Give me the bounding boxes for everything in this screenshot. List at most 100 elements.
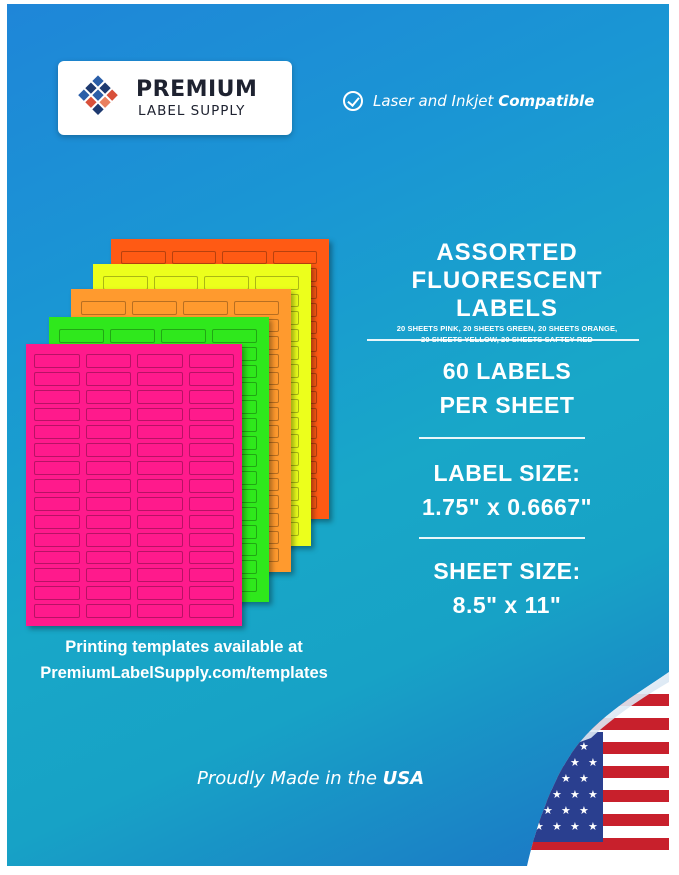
label-cell [234,301,279,315]
label-cell [188,389,234,404]
templates-link: PremiumLabelSupply.com/templates [40,664,328,682]
compatibility-text: Laser and Inkjet [373,92,494,110]
product-headline: ASSORTED FLUORESCENT LABELS 20 SHEETS PI… [362,239,652,345]
brand-name: PREMIUM [136,77,258,102]
label-cell [85,443,131,458]
label-cell [85,550,131,565]
svg-text:★: ★ [570,788,580,801]
sheet-size-heading: SHEET SIZE: [433,558,581,584]
label-cell [188,425,234,440]
made-in-usa: Proudly Made in the USA [197,768,424,789]
made-country: USA [382,768,425,789]
label-cell [85,514,131,529]
label-cell [137,514,183,529]
label-cell [85,461,131,476]
labels-per-sheet: 60 LABELS PER SHEET [362,354,652,422]
made-text: Proudly Made in the [197,768,377,789]
templates-note: Printing templates available at PremiumL… [7,634,361,686]
label-sheet-pink [26,344,242,626]
label-cell [34,389,80,404]
labels-line-2: PER SHEET [439,392,575,418]
svg-text:★: ★ [588,756,598,769]
label-cell [34,407,80,422]
label-cell [103,276,148,290]
svg-text:★: ★ [543,772,553,785]
label-cell [188,496,234,511]
svg-text:★: ★ [561,740,571,753]
label-cell [34,550,80,565]
divider-2 [419,437,585,439]
label-cell [161,329,206,343]
label-cell [188,443,234,458]
label-cell [222,251,267,265]
divider-1 [367,339,639,341]
label-cell [188,371,234,386]
label-cell [85,407,131,422]
label-cell [137,354,183,368]
svg-text:★: ★ [579,740,589,753]
label-cell [59,329,104,343]
label-cell [85,354,131,368]
label-cell [34,443,80,458]
label-cell [137,425,183,440]
label-cell [34,371,80,386]
compatibility-bold: Compatible [498,92,595,110]
label-cell [85,389,131,404]
label-cell [204,276,249,290]
label-size-value: 1.75" x 0.6667" [422,494,592,520]
svg-text:★: ★ [588,820,598,833]
svg-text:★: ★ [552,756,562,769]
label-cell [188,479,234,493]
label-cell [272,251,317,265]
svg-text:★: ★ [561,804,571,817]
label-cell [137,371,183,386]
label-cell [171,251,216,265]
label-cell [137,604,183,618]
svg-text:★: ★ [588,788,598,801]
label-cell [34,354,80,368]
label-cell [34,514,80,529]
label-cell [34,604,80,618]
label-cell [188,550,234,565]
svg-text:★: ★ [543,804,553,817]
label-cell [34,461,80,476]
label-cell [85,479,131,493]
label-cell [137,443,183,458]
svg-text:★: ★ [570,820,580,833]
label-cell [137,461,183,476]
label-cell [212,329,257,343]
label-cell [85,568,131,583]
svg-text:★: ★ [579,804,589,817]
label-cell [34,496,80,511]
templates-line-1: Printing templates available at [65,638,303,656]
label-cell [188,586,234,601]
label-cell [137,568,183,583]
logo-mark-icon [78,75,118,115]
title-line-1: ASSORTED [436,239,578,266]
label-cell [34,532,80,547]
label-cell [34,568,80,583]
label-cell [121,251,166,265]
label-cell [137,407,183,422]
label-cell [188,514,234,529]
label-cell [137,550,183,565]
contents-line-1: 20 SHEETS PINK, 20 SHEETS GREEN, 20 SHEE… [396,324,618,333]
svg-text:★: ★ [534,820,544,833]
svg-text:★: ★ [561,772,571,785]
label-cell [137,389,183,404]
label-cell [188,532,234,547]
label-cell [34,425,80,440]
label-cell [183,301,228,315]
label-cell [34,479,80,493]
label-cell [85,586,131,601]
label-cell [132,301,177,315]
svg-text:★: ★ [552,820,562,833]
divider-3 [419,537,585,539]
brand-subtitle: LABEL SUPPLY [138,103,246,119]
label-cell [188,461,234,476]
check-circle-icon [343,91,363,111]
label-cell [85,425,131,440]
svg-text:★: ★ [579,772,589,785]
svg-text:★: ★ [552,788,562,801]
svg-text:★: ★ [534,756,544,769]
